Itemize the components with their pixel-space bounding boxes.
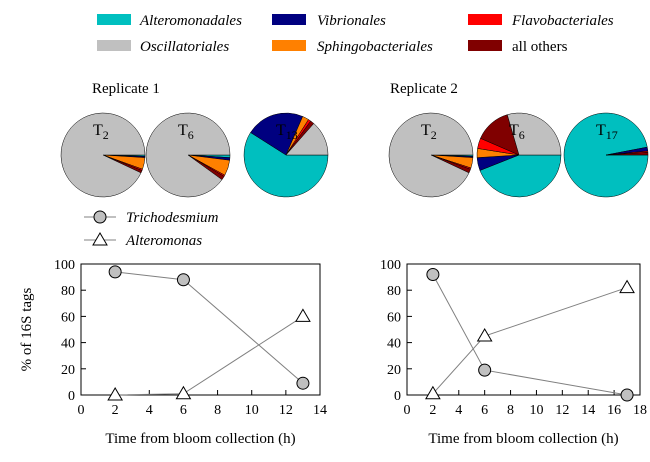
x-tick-label: 6 [180, 403, 187, 418]
point-trichodesmium [296, 376, 310, 390]
y-tick-label: 60 [387, 310, 401, 325]
legend-label-trichodesmium: Trichodesmium [126, 210, 219, 226]
pie-replicate-1-t6: T6 [145, 112, 231, 198]
x-tick-label: 8 [214, 403, 221, 418]
plot-frame [406, 263, 641, 396]
pie-slice-oscillatoriales [60, 112, 146, 198]
x-tick-label: 8 [507, 403, 514, 418]
legend-label-oscillatoriales: Oscillatoriales [140, 39, 229, 55]
x-tick-label: 18 [633, 403, 647, 418]
x-tick-label: 12 [279, 403, 293, 418]
x-tick-label: 4 [146, 403, 153, 418]
legend-label-vibrionales: Vibrionales [317, 13, 386, 29]
y-tick-label: 0 [68, 389, 75, 404]
point-alteromonas [476, 328, 493, 342]
y-tick-label: 0 [394, 389, 401, 404]
y-tick-label: 40 [61, 337, 75, 352]
legend-swatch-all-others [468, 40, 502, 51]
legend-swatch-alteromonadales [97, 14, 131, 25]
x-tick-label: 2 [112, 403, 119, 418]
pie-replicate-2-t6: T6 [476, 112, 562, 198]
x-tick-label: 6 [481, 403, 488, 418]
taxa-legend: Alteromonadales Oscillatoriales Vibriona… [97, 13, 614, 55]
y-tick-label: 40 [387, 337, 401, 352]
y-axis-title: % of 16S tags [19, 287, 35, 371]
pie-slice-oscillatoriales [506, 112, 562, 156]
pie-slice-alteromonadales [243, 132, 329, 198]
legend-marker-trichodesmium [93, 210, 107, 224]
y-tick-label: 80 [61, 284, 75, 299]
point-alteromonas [295, 308, 311, 322]
pie-replicate-1-t2: T2 [60, 112, 146, 198]
point-trichodesmium [176, 273, 190, 287]
pie-slice-all-others [605, 152, 649, 156]
y-tick-label: 100 [54, 258, 75, 273]
plot-frame [80, 263, 321, 396]
pie-replicate-1-t13: T13 [243, 112, 329, 198]
x-axis-title: Time from bloom collection (h) [105, 431, 295, 447]
x-tick-label: 0 [404, 403, 411, 418]
legend-swatch-oscillatoriales [97, 40, 131, 51]
legend-label-alteromonadales: Alteromonadales [139, 13, 242, 29]
pie-charts: T2 T6 T13 T2 T6 T17 [60, 112, 649, 198]
x-tick-label: 10 [245, 403, 259, 418]
legend-swatch-vibrionales [272, 14, 306, 25]
point-trichodesmium [478, 363, 492, 377]
series-line-trichodesmium [432, 274, 628, 396]
point-alteromonas [425, 385, 441, 400]
y-tick-label: 80 [387, 284, 401, 299]
point-trichodesmium [620, 388, 634, 402]
legend-swatch-flavobacteriales [468, 14, 502, 25]
x-axis-title: Time from bloom collection (h) [428, 431, 618, 447]
x-tick-label: 14 [313, 403, 327, 418]
pie-label: T2 [93, 122, 109, 142]
series-line-alteromonas [115, 315, 304, 396]
pie-label: T17 [596, 122, 618, 142]
pie-slice-oscillatoriales [388, 112, 474, 198]
pie-label: T13 [276, 122, 298, 142]
point-alteromonas [107, 387, 124, 401]
point-trichodesmium [108, 265, 122, 279]
pie-slice-alteromonadales [479, 154, 562, 198]
x-tick-label: 10 [529, 403, 543, 418]
x-tick-label: 2 [429, 403, 436, 418]
series-line-trichodesmium [115, 271, 304, 384]
y-tick-label: 60 [61, 310, 75, 325]
pie-slice-oscillatoriales [145, 112, 231, 198]
pie-replicate-2-t2: T2 [388, 112, 474, 198]
point-alteromonas [619, 279, 635, 294]
replicate-2-title: Replicate 2 [390, 81, 458, 97]
legend-label-alteromonas: Alteromonas [125, 233, 202, 249]
x-tick-label: 12 [555, 403, 569, 418]
legend-marker-alteromonas [92, 232, 108, 246]
point-alteromonas [175, 385, 192, 400]
legend-label-all-others: all others [512, 39, 568, 55]
y-tick-label: 100 [380, 258, 401, 273]
pie-label: T2 [421, 122, 437, 142]
x-tick-label: 14 [581, 403, 595, 418]
line-chart-replicate-1: 0 2 4 6 8 10 12 14 0 20 40 60 80 100 Time from bloom c… [19, 258, 327, 447]
pie-replicate-2-t17: T17 [563, 112, 649, 198]
legend-label-sphingobacteriales: Sphingobacteriales [317, 39, 433, 55]
pie-label: T6 [509, 122, 525, 142]
legend-label-flavobacteriales: Flavobacteriales [511, 13, 614, 29]
pie-slice-oscillatoriales [285, 123, 329, 156]
pie-slice-vibrionales [250, 112, 304, 156]
y-tick-label: 20 [387, 363, 401, 378]
replicate-1-title: Replicate 1 [92, 81, 160, 97]
legend-swatch-sphingobacteriales [272, 40, 306, 51]
pie-label: T6 [178, 122, 194, 142]
x-tick-label: 4 [455, 403, 462, 418]
y-tick-label: 20 [61, 363, 75, 378]
line-legend: Trichodesmium Alteromonas [84, 210, 219, 249]
x-tick-label: 16 [607, 403, 621, 418]
x-tick-label: 0 [78, 403, 85, 418]
line-chart-replicate-2: 0 2 4 6 8 10 12 14 16 18 0 20 40 60 80 100 Time from blo… [380, 258, 647, 447]
point-trichodesmium [426, 267, 440, 281]
